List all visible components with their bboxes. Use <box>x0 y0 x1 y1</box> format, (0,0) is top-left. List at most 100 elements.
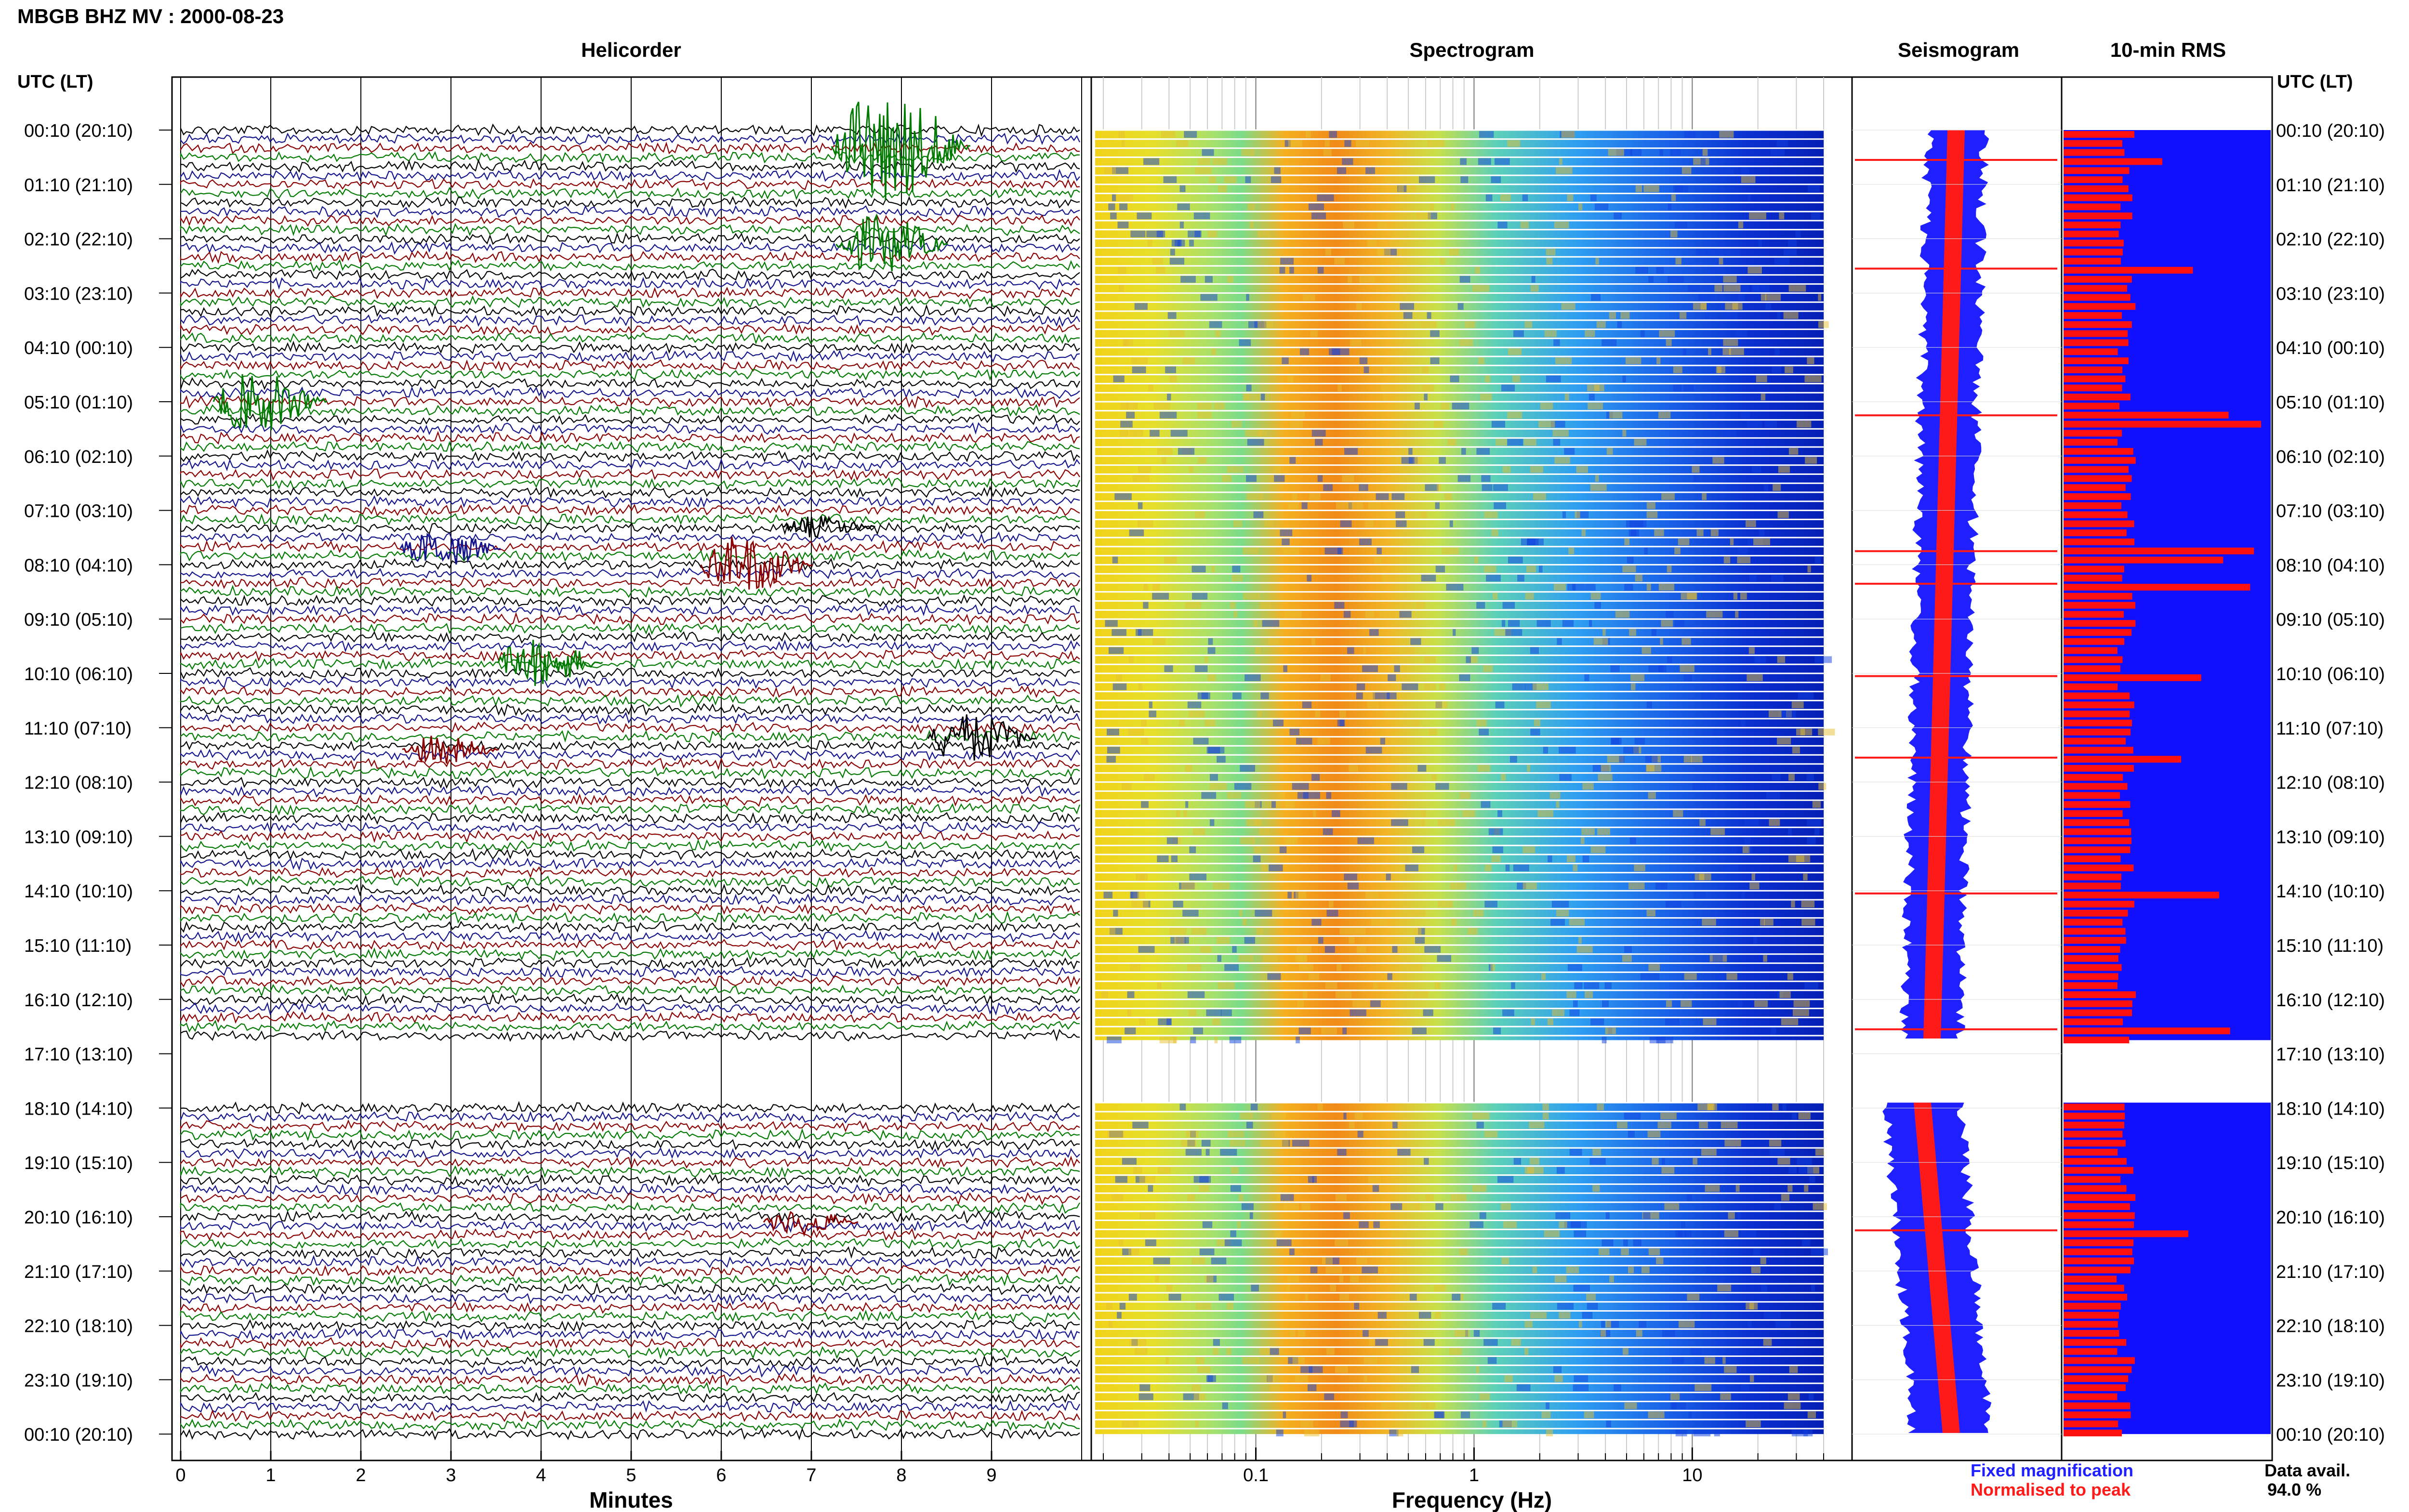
rms-bar <box>2064 638 2124 645</box>
helicorder-trace <box>180 739 1080 752</box>
spectrogram-speckle <box>1476 448 1490 455</box>
spectrogram-speckle <box>1308 203 1324 210</box>
spectrogram-speckle <box>1169 928 1187 935</box>
spectrogram-speckle <box>1791 701 1804 709</box>
spectrogram-speckle <box>1412 1027 1427 1035</box>
helicorder-trace <box>180 1255 1080 1268</box>
spectrogram-speckle <box>1782 1104 1787 1111</box>
rms-bar <box>2064 909 2128 917</box>
spectrogram-speckle <box>1113 909 1118 917</box>
rms-bar <box>2064 674 2201 681</box>
spectrogram-speckle <box>1365 611 1375 618</box>
spectrogram-speckle <box>1299 348 1310 355</box>
spectrogram-speckle <box>1630 683 1636 690</box>
spectrogram-speckle <box>1377 1312 1387 1319</box>
spectrogram-speckle <box>1605 1027 1616 1035</box>
spectrogram-speckle <box>1164 556 1177 564</box>
rms-bar <box>2064 737 2126 745</box>
spectrogram-speckle <box>1449 520 1453 527</box>
spectrogram-speckle <box>1232 946 1237 953</box>
spectrogram-speckle <box>1409 964 1423 971</box>
spectrogram-speckle <box>1747 674 1763 681</box>
spectrogram-speckle <box>1207 1375 1216 1382</box>
spectrogram-speckle <box>1134 303 1148 310</box>
spectrogram-speckle <box>1106 1302 1112 1310</box>
spectrogram-speckle <box>1814 656 1832 663</box>
spectrogram-speckle <box>1310 1266 1318 1274</box>
spectrogram-speckle <box>1344 448 1358 455</box>
spectrogram-speckle <box>1716 973 1730 980</box>
spectrogram-speckle <box>1614 1384 1621 1391</box>
helicorder-trace <box>180 287 1080 300</box>
spectrogram-speckle <box>1482 1420 1487 1428</box>
spectrogram-speckle <box>1246 493 1263 500</box>
helicorder-trace <box>180 612 1080 626</box>
spectrogram-speckle <box>1158 1018 1171 1026</box>
spectrogram-speckle <box>1516 1384 1531 1391</box>
spectrogram-speckle <box>1747 1321 1752 1328</box>
spectrogram-speckle <box>1477 765 1491 772</box>
hour-label-right: 23:10 (19:10) <box>2276 1370 2385 1391</box>
spectrogram-speckle <box>1325 1266 1342 1274</box>
helicorder-trace <box>180 241 1080 255</box>
spectrogram-speckle <box>1365 167 1375 174</box>
rms-bar <box>2064 1167 2133 1174</box>
rms-bar <box>2064 430 2122 437</box>
spectrogram-speckle <box>1597 828 1610 835</box>
spectrogram-speckle <box>1530 1312 1547 1319</box>
rms-bar <box>2064 1411 2131 1419</box>
spectrogram-speckle <box>1270 1348 1279 1355</box>
spectrogram-speckle <box>1189 239 1194 247</box>
spectrogram-speckle <box>1181 1140 1196 1147</box>
helicorder-trace <box>180 1101 1080 1115</box>
spectrogram-speckle <box>1678 539 1690 545</box>
spectrogram-speckle <box>1435 783 1449 790</box>
spectrogram-speckle <box>1572 584 1585 591</box>
rms-bar <box>2064 403 2120 409</box>
spectrogram-speckle <box>1335 991 1351 998</box>
spectrogram-speckle <box>1721 430 1736 437</box>
spectrogram-speckle <box>1553 439 1561 446</box>
hour-label-left: 00:10 (20:10) <box>24 1425 133 1445</box>
spectrogram-speckle <box>1622 955 1632 962</box>
spectrogram-speckle <box>1141 801 1149 808</box>
spectrogram-speckle <box>1380 737 1386 745</box>
helicorder-trace <box>180 205 1080 218</box>
spectrogram-speckle <box>1107 1037 1122 1043</box>
rms-bar <box>2064 539 2135 545</box>
helicorder-trace <box>180 1337 1080 1350</box>
spectrogram-speckle <box>1244 394 1260 401</box>
spectrogram-speckle <box>1377 249 1391 256</box>
spectrogram-speckle <box>1298 1027 1311 1035</box>
spectrogram-speckle <box>1779 991 1791 998</box>
rms-bar <box>2064 475 2132 482</box>
spectrogram-speckle <box>1585 330 1595 337</box>
spectrogram-speckle <box>1527 539 1544 545</box>
spectrogram-speckle <box>1591 294 1601 301</box>
spectrogram-title: Spectrogram <box>1409 39 1534 61</box>
spectrogram-speckle <box>1420 819 1425 826</box>
spectrogram-speckle <box>1524 321 1533 328</box>
spectrogram-speckle <box>1311 774 1320 781</box>
spectrogram-speckle <box>1706 1266 1719 1274</box>
spectrogram-speckle <box>1788 774 1795 781</box>
spectrogram-speckle <box>1307 1384 1317 1391</box>
helicorder-trace <box>180 132 1080 145</box>
spectrogram-speckle <box>1760 919 1765 926</box>
spectrogram-speckle <box>1283 547 1299 554</box>
hour-label-right: 11:10 (07:10) <box>2276 719 2383 739</box>
rms-bar <box>2064 239 2124 247</box>
seismic-event <box>927 714 1036 761</box>
spectrogram-speckle <box>1217 756 1226 763</box>
helicorder-trace <box>180 839 1080 852</box>
spectrogram-speckle <box>1245 430 1262 437</box>
spectrogram-speckle <box>1484 511 1498 518</box>
spectrogram-speckle <box>1339 710 1346 718</box>
helicorder-trace <box>180 1246 1080 1260</box>
spectrogram-speckle <box>1218 185 1227 192</box>
rms-bar <box>2064 1293 2128 1301</box>
spectrogram-speckle <box>1109 928 1115 935</box>
rms-bar <box>2064 828 2131 835</box>
helicorder-trace <box>180 431 1080 445</box>
helicorder-trace <box>180 178 1080 191</box>
